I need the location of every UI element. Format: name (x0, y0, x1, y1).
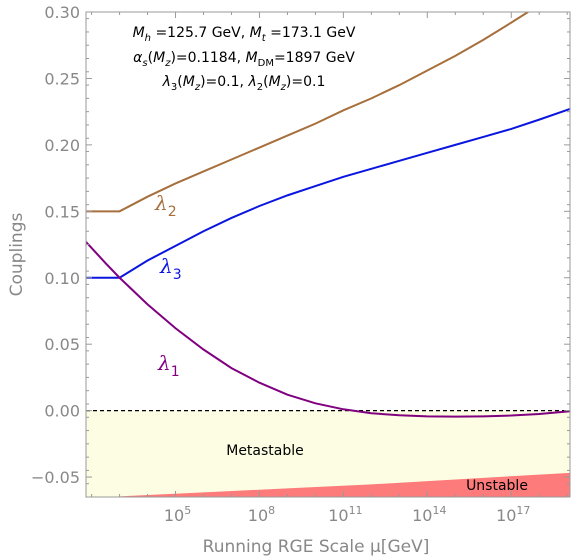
x-tick-label: 1014 (412, 504, 446, 525)
annotation-line: Mh =125.7 GeV, Mt =173.1 GeV (133, 25, 356, 44)
stability-regions (86, 410, 570, 497)
unstable-region (119, 472, 570, 497)
x-tick-label: 105 (164, 504, 191, 525)
curve-lambda3 (86, 108, 570, 279)
plot-frame (85, 11, 571, 498)
annotation-line: αs(Mz)=0.1184, MDM=1897 GeV (133, 50, 355, 69)
x-tick-label: 1017 (496, 504, 530, 525)
curve-lambda1 (86, 241, 570, 418)
plot-border (85, 11, 571, 498)
y-tick-label: 0.30 (44, 3, 80, 22)
y-tick-label: 0.05 (44, 335, 80, 354)
label-lambda1: λ1 (157, 351, 180, 380)
label-lambda2: λ2 (154, 191, 177, 220)
x-axis-title: Running RGE Scale μ[GeV] (203, 537, 430, 557)
label-lambda3: λ3 (159, 254, 182, 283)
curve-lambda2 (86, 12, 529, 213)
annotation-line: λ3(Mz)=0.1, λ2(Mz)=0.1 (162, 74, 326, 93)
x-tick-label: 1011 (328, 504, 362, 525)
y-tick-label: 0.15 (44, 202, 80, 221)
x-tick-label: 108 (248, 504, 275, 525)
y-tick-label: 0.10 (44, 269, 80, 288)
curve-group (86, 12, 570, 418)
coupling-curves (86, 12, 570, 418)
y-tick-label: 0.20 (44, 136, 80, 155)
metastable-label: Metastable (226, 443, 304, 459)
y-axis-title: Couplings (7, 213, 27, 297)
chart-labels: −0.05 0.00 0.05 0.10 0.15 0.20 0.25 0.30 105 108 1… (7, 3, 530, 557)
y-tick-label: −0.05 (31, 468, 80, 487)
y-tick-label: 0.25 (44, 69, 80, 88)
unstable-label: Unstable (466, 478, 528, 494)
y-tick-label: 0.00 (44, 402, 80, 421)
